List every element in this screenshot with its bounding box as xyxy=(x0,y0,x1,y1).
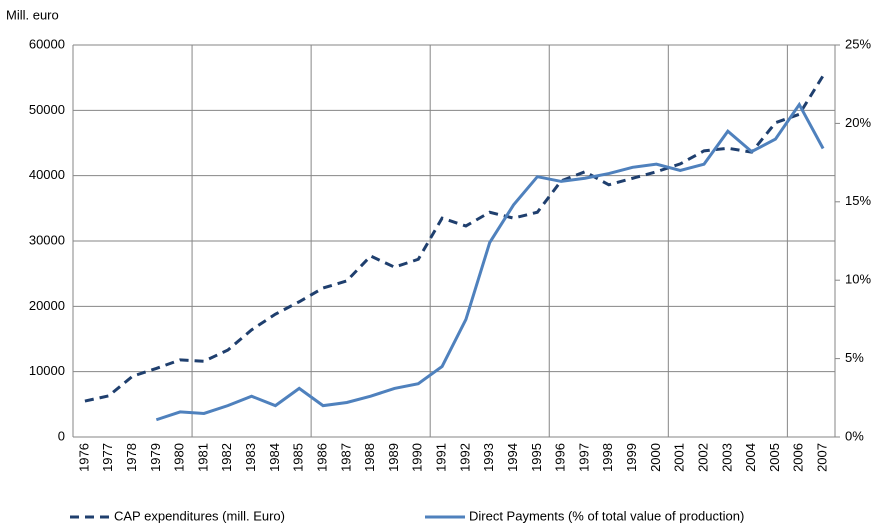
x-tick-label: 1984 xyxy=(267,443,282,472)
series-line xyxy=(84,74,825,403)
x-tick-label: 1994 xyxy=(505,443,520,472)
x-tick-label: 1979 xyxy=(148,443,163,472)
series-line xyxy=(155,101,825,422)
y-tick-label: 40000 xyxy=(29,167,65,182)
x-tick-label: 1991 xyxy=(434,443,449,472)
x-tick-label: 2001 xyxy=(672,443,687,472)
x-tick-label: 1989 xyxy=(386,443,401,472)
x-tick-label: 1988 xyxy=(362,443,377,472)
x-tick-label: 1978 xyxy=(124,443,139,472)
x-tick-label: 2004 xyxy=(743,443,758,472)
x-tick-label: 1999 xyxy=(624,443,639,472)
x-tick-label: 1982 xyxy=(219,443,234,472)
x-tick-label: 1987 xyxy=(338,443,353,472)
x-tick-label: 1986 xyxy=(314,443,329,472)
y2-tick-label: 15% xyxy=(845,193,871,208)
x-tick-label: 1980 xyxy=(172,443,187,472)
x-tick-label: 1998 xyxy=(600,443,615,472)
x-tick-label: 1983 xyxy=(243,443,258,472)
x-tick-label: 2003 xyxy=(719,443,734,472)
x-tick-label: 2006 xyxy=(791,443,806,472)
legend-label: Direct Payments (% of total value of pro… xyxy=(469,508,744,523)
x-tick-label: 1996 xyxy=(553,443,568,472)
x-tick-label: 1992 xyxy=(457,443,472,472)
legend-label: CAP expenditures (mill. Euro) xyxy=(114,508,285,523)
x-tick-label: 1976 xyxy=(76,443,91,472)
y2-tick-label: 5% xyxy=(845,350,864,365)
x-tick-label: 1981 xyxy=(195,443,210,472)
y-tick-label: 0 xyxy=(58,428,65,443)
x-tick-label: 1993 xyxy=(481,443,496,472)
y-tick-label: 30000 xyxy=(29,232,65,247)
x-tick-label: 1990 xyxy=(410,443,425,472)
y-tick-label: 20000 xyxy=(29,298,65,313)
x-tick-label: 1977 xyxy=(100,443,115,472)
y2-tick-label: 25% xyxy=(845,36,871,51)
x-tick-label: 2007 xyxy=(815,443,830,472)
x-tick-label: 1997 xyxy=(576,443,591,472)
y-axis-title: Mill. euro xyxy=(6,7,59,22)
y-tick-label: 50000 xyxy=(29,102,65,117)
y-tick-label: 10000 xyxy=(29,363,65,378)
x-tick-label: 2002 xyxy=(695,443,710,472)
y-tick-label: 60000 xyxy=(29,36,65,51)
x-tick-label: 2000 xyxy=(648,443,663,472)
y2-tick-label: 0% xyxy=(845,428,864,443)
x-tick-label: 1985 xyxy=(291,443,306,472)
x-tick-label: 1995 xyxy=(529,443,544,472)
y2-tick-label: 10% xyxy=(845,272,871,287)
x-tick-label: 2005 xyxy=(767,443,782,472)
y2-tick-label: 20% xyxy=(845,115,871,130)
